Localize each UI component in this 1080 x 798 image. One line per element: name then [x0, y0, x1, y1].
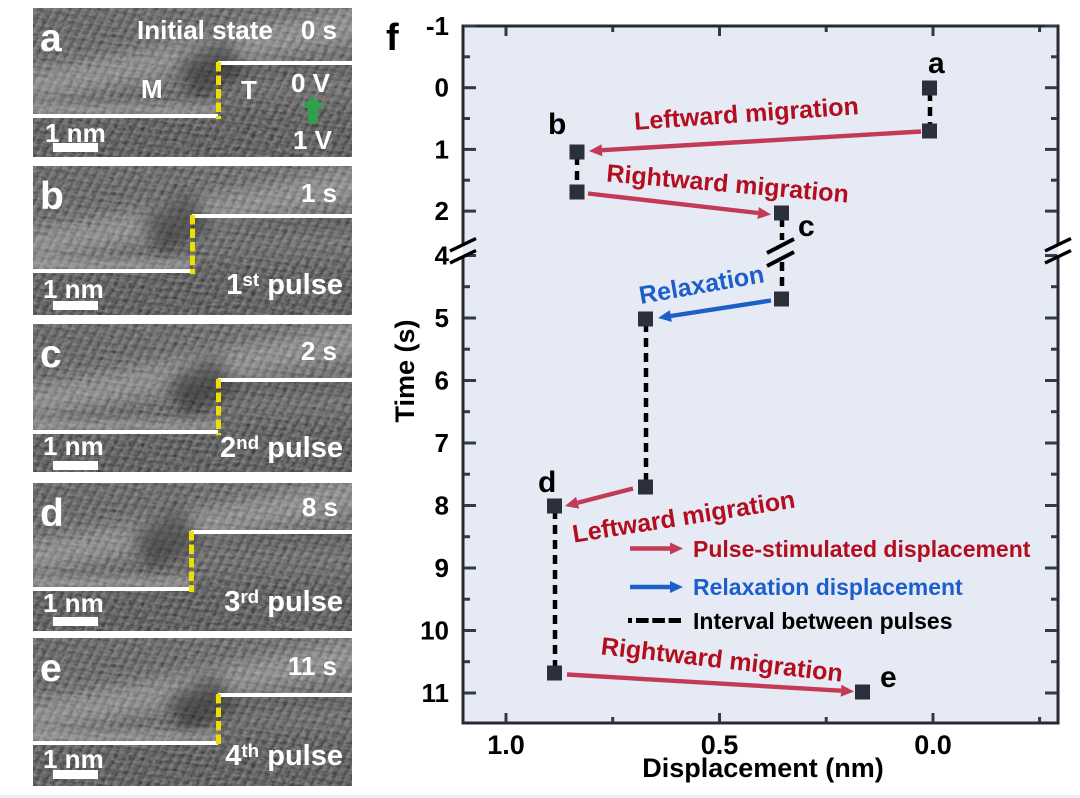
svg-text:b: b: [548, 108, 566, 141]
svg-text:0.0: 0.0: [914, 730, 952, 760]
svg-text:Time (s): Time (s): [390, 319, 420, 422]
svg-text:10: 10: [420, 616, 449, 646]
svg-text:a: a: [928, 47, 945, 80]
svg-text:11: 11: [422, 678, 450, 708]
svg-text:5: 5: [435, 303, 449, 333]
svg-text:d: d: [538, 466, 556, 499]
svg-text:0: 0: [435, 73, 449, 103]
svg-text:8: 8: [435, 491, 449, 521]
svg-text:2: 2: [435, 196, 449, 226]
svg-text:0.5: 0.5: [701, 730, 739, 760]
svg-text:f: f: [386, 17, 399, 59]
svg-text:1.0: 1.0: [487, 730, 525, 760]
svg-text:Interval between pulses: Interval between pulses: [693, 608, 952, 634]
svg-text:7: 7: [435, 428, 449, 458]
svg-text:4: 4: [435, 241, 450, 271]
svg-text:e: e: [880, 661, 897, 694]
svg-text:-1: -1: [426, 11, 449, 41]
svg-text:1: 1: [435, 134, 449, 164]
svg-text:6: 6: [435, 366, 449, 396]
svg-text:9: 9: [435, 553, 449, 583]
svg-text:Pulse-stimulated displacement: Pulse-stimulated displacement: [693, 536, 1031, 562]
svg-text:c: c: [798, 210, 815, 243]
svg-text:Relaxation displacement: Relaxation displacement: [693, 574, 963, 600]
svg-text:Displacement (nm): Displacement (nm): [642, 753, 884, 783]
